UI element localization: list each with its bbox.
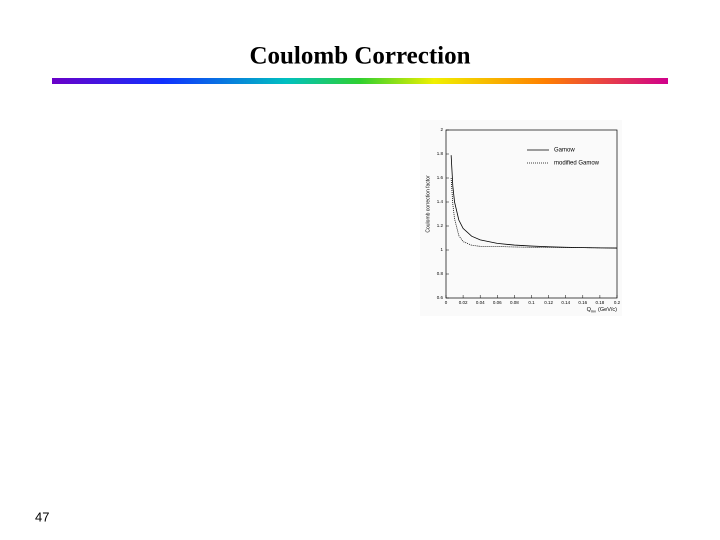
y-tick-label: 2 [440, 127, 443, 132]
legend-label: modified Gamow [554, 161, 600, 167]
x-tick-label: 0.04 [476, 300, 485, 305]
y-tick-label: 1.2 [437, 223, 444, 228]
x-tick-label: 0.14 [561, 300, 570, 305]
series-line [450, 177, 618, 249]
y-tick-label: 0.8 [437, 271, 444, 276]
x-tick-label: 0.08 [510, 300, 519, 305]
y-tick-label: 1.8 [437, 151, 444, 156]
y-tick-label: 1.4 [437, 199, 444, 204]
y-axis-label: Coulomb correction factor [425, 175, 431, 233]
x-axis-label: Qinv (GeV/c) [587, 307, 618, 313]
x-axis-label-part: (GeV/c) [598, 307, 617, 313]
x-tick-label: 0.12 [544, 300, 553, 305]
y-tick-label: 1 [440, 247, 443, 252]
x-axis-label-part: inv [591, 309, 596, 314]
slide-title: Coulomb Correction [249, 43, 470, 70]
x-tick-label: 0.06 [493, 300, 502, 305]
x-tick-label: 0.18 [596, 300, 605, 305]
rainbow-rule [52, 78, 668, 84]
chart: 0.6 0.8 1 1.2 1.4 1.6 1.8 2 0 0.02 0.04 0.06 0.08 0.1… [425, 127, 620, 313]
chart-image [420, 120, 622, 316]
x-axis-label-part: Q [587, 307, 592, 313]
page-number: 47 [35, 509, 49, 524]
y-tick-label: 0.6 [437, 295, 444, 300]
x-tick-label: 0 [445, 300, 448, 305]
legend-label: Gamow [554, 148, 575, 154]
x-tick-label: 0.2 [614, 300, 621, 305]
x-tick-label: 0.16 [578, 300, 587, 305]
x-tick-label: 0.1 [528, 300, 535, 305]
x-tick-label: 0.02 [459, 300, 468, 305]
y-tick-label: 1.6 [437, 175, 444, 180]
